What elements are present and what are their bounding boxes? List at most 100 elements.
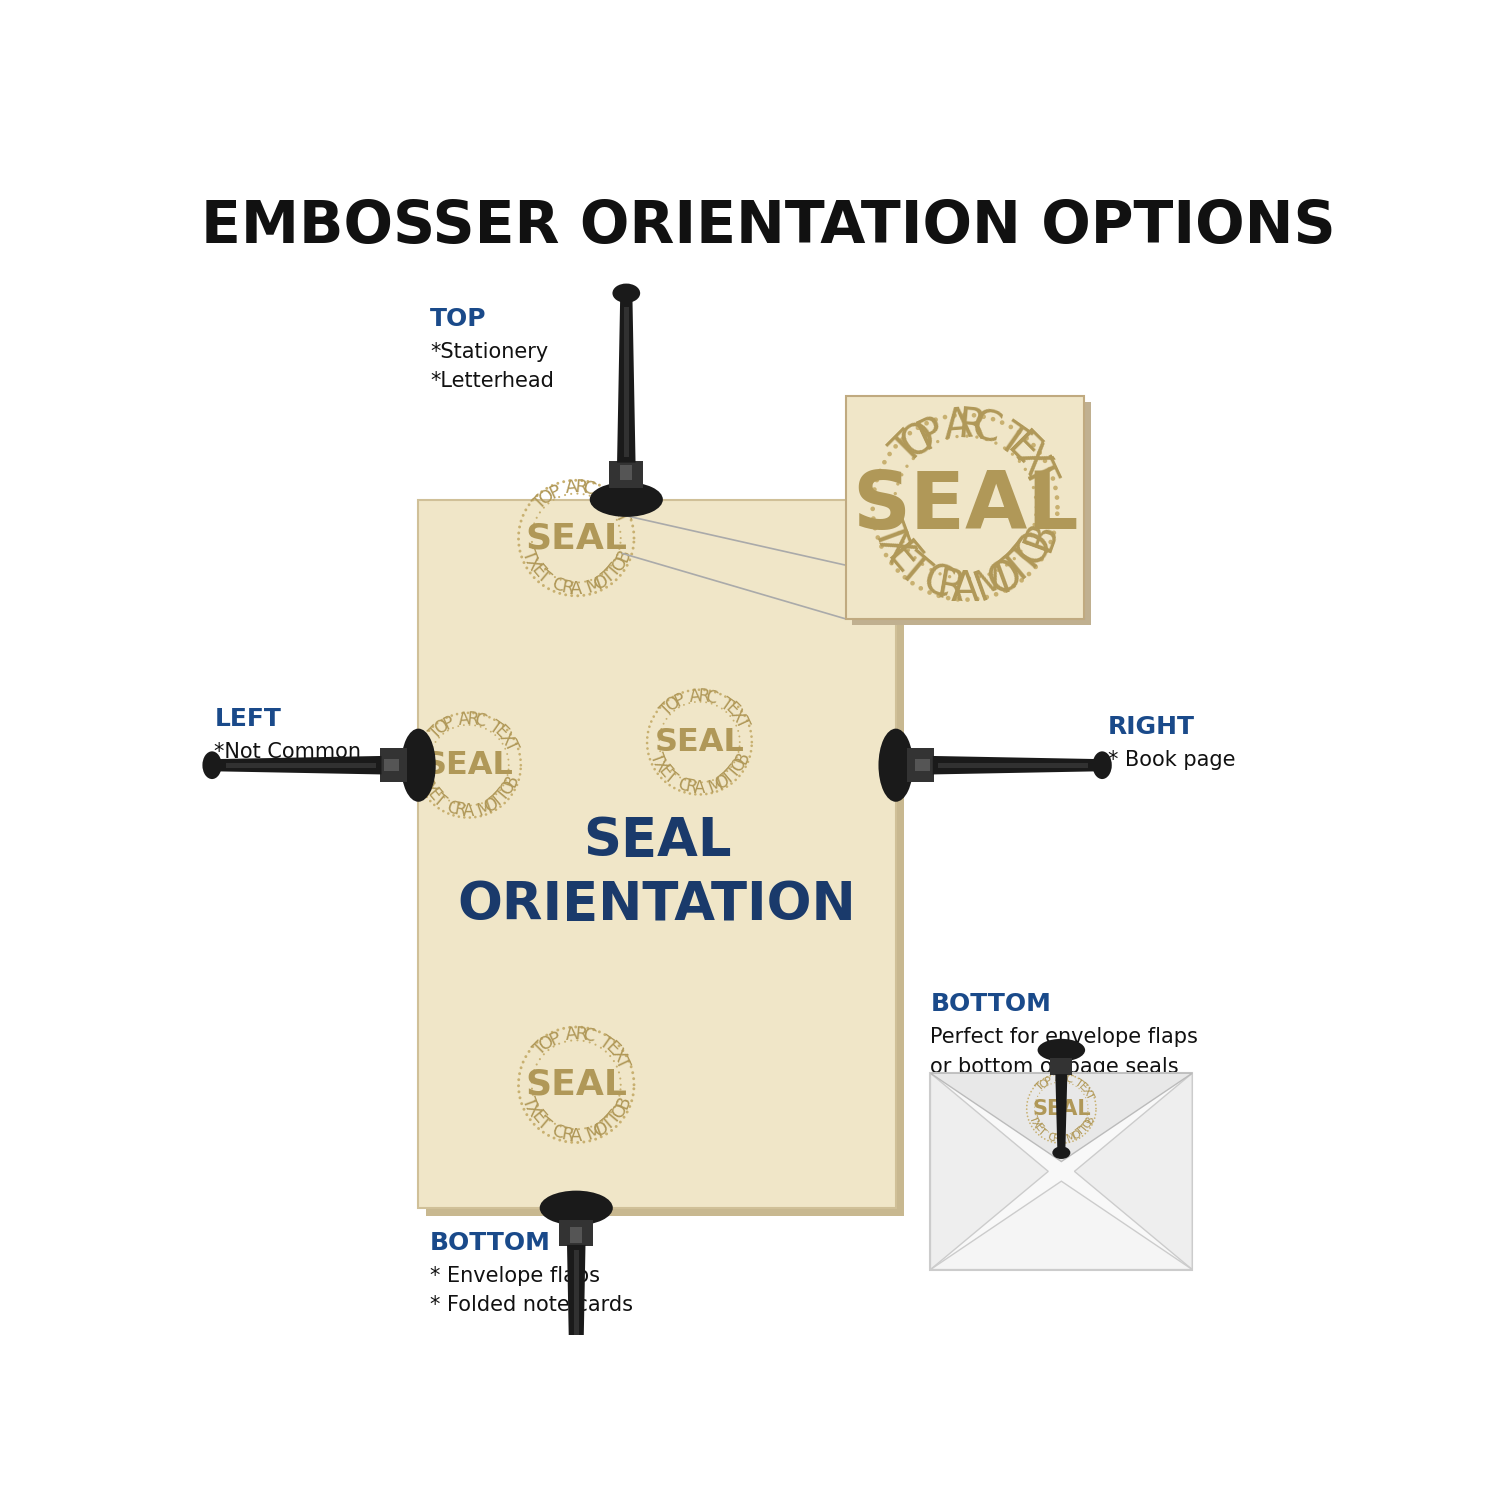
Circle shape <box>564 1041 566 1042</box>
Circle shape <box>975 435 978 439</box>
Text: T: T <box>864 516 913 554</box>
Circle shape <box>504 801 506 804</box>
Circle shape <box>519 549 522 552</box>
Text: SEAL: SEAL <box>525 1068 627 1101</box>
Circle shape <box>741 710 742 712</box>
Circle shape <box>420 786 423 789</box>
Circle shape <box>662 756 663 758</box>
Circle shape <box>927 590 932 596</box>
Circle shape <box>536 494 538 496</box>
Text: E: E <box>654 762 675 782</box>
Circle shape <box>514 742 517 746</box>
Circle shape <box>1092 1120 1095 1122</box>
Circle shape <box>730 782 734 784</box>
Circle shape <box>568 1026 572 1029</box>
Circle shape <box>516 783 519 786</box>
Text: E: E <box>423 784 444 804</box>
Circle shape <box>518 778 520 782</box>
Circle shape <box>624 507 627 510</box>
Circle shape <box>1029 1094 1030 1096</box>
Circle shape <box>572 582 574 584</box>
Polygon shape <box>616 300 636 462</box>
Text: B: B <box>614 1094 634 1112</box>
Circle shape <box>716 705 718 706</box>
Circle shape <box>712 778 714 782</box>
Text: T: T <box>598 1113 619 1134</box>
Circle shape <box>663 702 664 705</box>
Circle shape <box>1065 1142 1066 1144</box>
Circle shape <box>921 562 924 566</box>
Circle shape <box>748 724 750 728</box>
Circle shape <box>543 1053 544 1056</box>
Polygon shape <box>1074 1072 1192 1269</box>
Text: R: R <box>1059 1072 1068 1083</box>
Circle shape <box>536 1041 538 1044</box>
Circle shape <box>1024 542 1029 544</box>
Circle shape <box>717 777 718 778</box>
Circle shape <box>646 741 648 744</box>
Circle shape <box>1068 1074 1070 1076</box>
Circle shape <box>620 1120 622 1124</box>
Circle shape <box>630 1100 633 1102</box>
Circle shape <box>972 413 976 417</box>
Circle shape <box>616 519 618 520</box>
Circle shape <box>519 753 520 756</box>
Circle shape <box>1094 1096 1095 1098</box>
Circle shape <box>626 1110 628 1113</box>
Circle shape <box>1058 1142 1059 1144</box>
Circle shape <box>531 528 534 531</box>
Circle shape <box>663 723 664 724</box>
Circle shape <box>419 744 422 746</box>
Circle shape <box>1004 447 1007 450</box>
Circle shape <box>660 777 663 780</box>
Circle shape <box>576 492 579 495</box>
Circle shape <box>627 1059 630 1062</box>
Circle shape <box>580 1026 584 1029</box>
Bar <box>426 507 903 1215</box>
Circle shape <box>1026 1104 1028 1107</box>
Circle shape <box>1090 1124 1094 1126</box>
Circle shape <box>711 702 712 705</box>
Circle shape <box>674 786 675 789</box>
Circle shape <box>609 1036 612 1040</box>
Circle shape <box>525 1113 528 1116</box>
Circle shape <box>432 746 433 747</box>
Circle shape <box>598 1030 602 1033</box>
Text: O: O <box>981 552 1030 604</box>
Circle shape <box>994 441 998 446</box>
Circle shape <box>566 1126 567 1130</box>
Circle shape <box>633 537 636 540</box>
Circle shape <box>444 796 446 798</box>
Circle shape <box>488 716 490 718</box>
Circle shape <box>736 730 740 732</box>
Circle shape <box>531 1088 532 1089</box>
Circle shape <box>956 435 958 438</box>
Circle shape <box>542 1131 544 1134</box>
Circle shape <box>918 586 922 591</box>
Circle shape <box>1008 424 1013 429</box>
Circle shape <box>510 794 513 796</box>
Circle shape <box>633 540 636 543</box>
Circle shape <box>522 561 525 564</box>
Circle shape <box>1062 1143 1064 1144</box>
Circle shape <box>616 1065 618 1068</box>
Text: RIGHT: RIGHT <box>1107 714 1194 738</box>
Circle shape <box>680 777 681 778</box>
Text: A: A <box>1058 1134 1065 1144</box>
Circle shape <box>578 1128 580 1130</box>
Circle shape <box>564 494 566 496</box>
Circle shape <box>506 780 507 782</box>
Circle shape <box>668 699 669 702</box>
Circle shape <box>658 734 662 735</box>
Circle shape <box>878 468 882 474</box>
Circle shape <box>427 756 430 759</box>
Circle shape <box>472 712 476 714</box>
Circle shape <box>558 1138 561 1142</box>
Circle shape <box>1026 1116 1029 1118</box>
Circle shape <box>552 500 555 501</box>
Circle shape <box>520 555 524 558</box>
Text: TOP: TOP <box>430 306 486 330</box>
Circle shape <box>598 483 602 486</box>
Text: O: O <box>482 794 501 816</box>
Circle shape <box>622 1116 626 1119</box>
